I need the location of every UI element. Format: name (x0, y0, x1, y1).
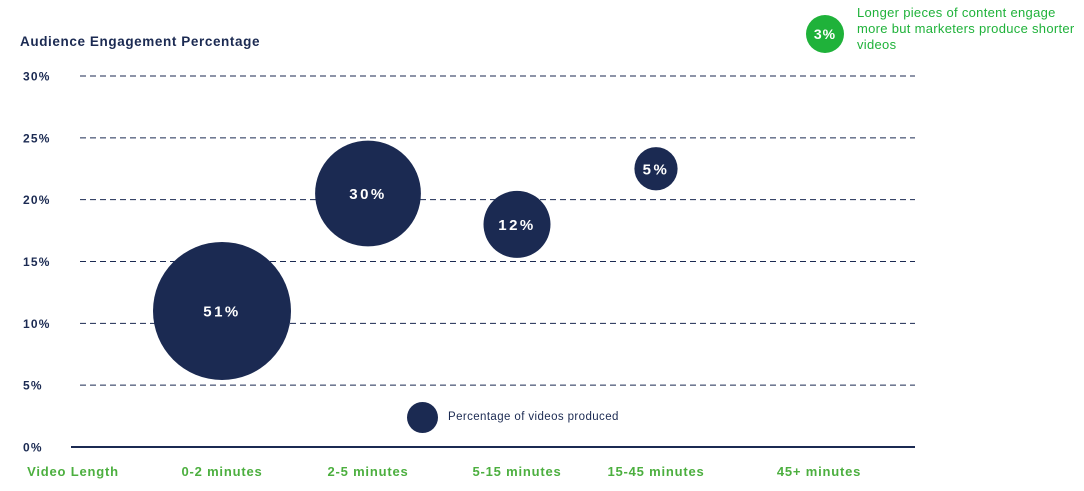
legend-swatch (407, 401, 438, 433)
bubble-label: 51% (203, 303, 241, 320)
x-axis-title: Video Length (27, 464, 119, 479)
x-tick-label: 2-5 minutes (327, 464, 408, 479)
legend: Percentage of videos produced (407, 401, 619, 433)
bubble (483, 190, 551, 258)
callout: 3% Longer pieces of content engage more … (806, 5, 1082, 60)
x-tick-label: 0-2 minutes (181, 464, 262, 479)
callout-badge: 3% (806, 15, 844, 53)
y-tick-label: 15% (23, 255, 51, 269)
y-tick-label: 30% (23, 70, 51, 84)
bubble (153, 241, 291, 380)
y-tick-label: 25% (23, 131, 51, 145)
y-axis-title: Audience Engagement Percentage (20, 34, 261, 49)
y-tick-label: 5% (23, 379, 43, 393)
gridlines (80, 75, 915, 386)
y-tick-label: 10% (23, 317, 51, 331)
y-axis-ticks: 0% 5% 10% 15% 20% 25% 30% (23, 70, 51, 455)
bubbles: 51% 30% 12% 5% (153, 140, 678, 380)
bubble-label: 12% (498, 217, 536, 234)
bubble-label: 5% (643, 161, 670, 178)
x-axis-ticks: Video Length 0-2 minutes 2-5 minutes 5-15 m… (27, 464, 861, 479)
y-tick-label: 20% (23, 193, 51, 207)
bubble-label: 30% (349, 186, 387, 203)
x-tick-label: 15-45 minutes (607, 464, 704, 479)
x-tick-label: 5-15 minutes (472, 464, 561, 479)
legend-label: Percentage of videos produced (448, 411, 619, 423)
y-tick-label: 0% (23, 441, 43, 455)
x-tick-label: 45+ minutes (777, 464, 861, 479)
bubble (634, 147, 678, 191)
callout-text: Longer pieces of content engage more but… (857, 5, 1075, 52)
bubble (315, 140, 421, 247)
